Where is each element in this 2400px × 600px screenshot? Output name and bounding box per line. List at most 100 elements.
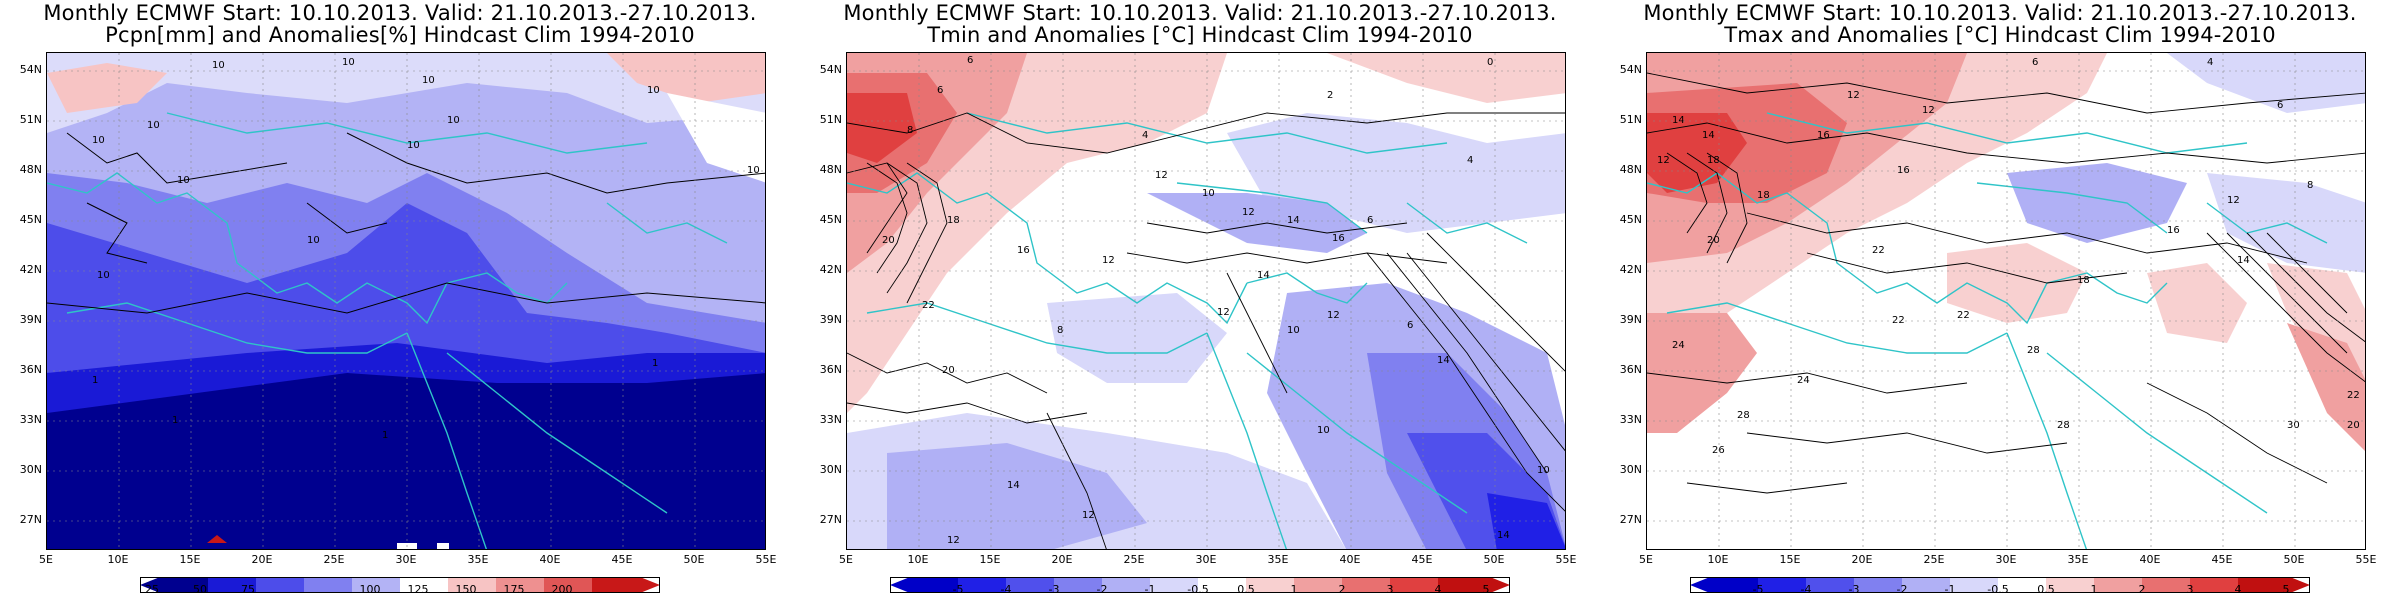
longitude-label: 25E	[1123, 553, 1145, 566]
contour-label: 4	[2207, 57, 2213, 68]
latitude-label: 51N	[19, 113, 42, 126]
contour-label: 1	[172, 415, 178, 426]
contour-label: 10	[422, 75, 435, 86]
contour-label: 10	[1537, 465, 1550, 476]
panel-title-line2: Tmax and Anomalies [°C] Hindcast Clim 19…	[1724, 23, 2276, 47]
longitude-label: 5E	[39, 553, 53, 566]
contour-label: 14	[1007, 480, 1020, 491]
contour-label: 0	[1487, 57, 1493, 68]
latitude-label: 42N	[819, 263, 842, 276]
contour-label: 6	[1407, 320, 1413, 331]
contour-label: 28	[2057, 420, 2070, 431]
latitude-label: 36N	[19, 363, 42, 376]
longitude-label: 45E	[611, 553, 633, 566]
panel-title-line1: Monthly ECMWF Start: 10.10.2013. Valid: …	[843, 1, 1557, 25]
colorbar-label: 5	[2282, 583, 2290, 596]
contour-label: 14	[1257, 270, 1270, 281]
contour-label: 30	[2287, 420, 2300, 431]
longitude-label: 55E	[755, 553, 777, 566]
tmax-colorbar	[1690, 577, 2310, 593]
longitude-label: 20E	[1851, 553, 1873, 566]
colorbar-label: -2	[1896, 583, 1908, 596]
longitude-label: 15E	[179, 553, 201, 566]
longitude-label: 10E	[107, 553, 129, 566]
contour-label: 14	[1437, 355, 1450, 366]
tmin-colorbar	[890, 577, 1510, 593]
longitude-label: 40E	[1339, 553, 1361, 566]
latitude-label: 51N	[1619, 113, 1642, 126]
colorbar-label: 0.5	[2037, 583, 2055, 596]
colorbar-label: -3	[1848, 583, 1860, 596]
longitude-label: 30E	[395, 553, 417, 566]
longitude-label: 50E	[1483, 553, 1505, 566]
contour-label: 26	[1712, 445, 1725, 456]
latitude-label: 33N	[1619, 413, 1642, 426]
colorbar-label: -4	[1000, 583, 1012, 596]
latitude-label: 45N	[1619, 213, 1642, 226]
latitude-label: 54N	[819, 63, 842, 76]
colorbar-label: 150	[455, 583, 477, 596]
longitude-label: 35E	[2067, 553, 2089, 566]
longitude-label: 15E	[1779, 553, 1801, 566]
longitude-label: 10E	[1707, 553, 1729, 566]
colorbar-label: -5	[1752, 583, 1764, 596]
contour-label: 10	[212, 60, 225, 71]
panel-tmax: Monthly ECMWF Start: 10.10.2013. Valid: …	[1600, 0, 2400, 600]
contour-label: 10	[97, 270, 110, 281]
panel-title-line1: Monthly ECMWF Start: 10.10.2013. Valid: …	[43, 1, 757, 25]
longitude-label: 25E	[1923, 553, 1945, 566]
tmax-field: 6 4 12 12 14 14 16 12 18 16 18 20 22 24 …	[1647, 53, 2365, 549]
longitude-label: 45E	[2211, 553, 2233, 566]
colorbar-label: -3	[1048, 583, 1060, 596]
latitude-label: 36N	[819, 363, 842, 376]
contour-label: 24	[1797, 375, 1810, 386]
contour-label: 18	[1757, 190, 1770, 201]
contour-label: 20	[882, 235, 895, 246]
contour-label: 10	[407, 140, 420, 151]
tmax-map: 6 4 12 12 14 14 16 12 18 16 18 20 22 24 …	[1646, 52, 2366, 550]
longitude-label: 40E	[539, 553, 561, 566]
colorbar-label: -2	[1096, 583, 1108, 596]
colorbar-label: -1	[1944, 583, 1956, 596]
contour-label: 18	[947, 215, 960, 226]
colorbar-label: -0.5	[1987, 583, 2009, 596]
longitude-label: 50E	[683, 553, 705, 566]
longitude-label: 5E	[839, 553, 853, 566]
contour-label: 12	[1082, 510, 1095, 521]
latitude-label: 51N	[819, 113, 842, 126]
contour-label: 10	[92, 135, 105, 146]
longitude-label: 50E	[2283, 553, 2305, 566]
latitude-label: 33N	[819, 413, 842, 426]
longitude-label: 20E	[251, 553, 273, 566]
latitude-label: 45N	[819, 213, 842, 226]
colorbar-label: 4	[2234, 583, 2242, 596]
colorbar-label: 5	[1482, 583, 1490, 596]
colorbar-label: -5	[952, 583, 964, 596]
precipitation-colorbar	[140, 577, 660, 593]
latitude-label: 27N	[819, 513, 842, 526]
latitude-label: 27N	[19, 513, 42, 526]
longitude-label: 55E	[2355, 553, 2377, 566]
contour-label: 6	[937, 85, 943, 96]
contour-label: 10	[307, 235, 320, 246]
contour-label: 12	[1155, 170, 1168, 181]
panel-tmin: Monthly ECMWF Start: 10.10.2013. Valid: …	[800, 0, 1600, 600]
longitude-label: 30E	[1195, 553, 1217, 566]
latitude-label: 42N	[1619, 263, 1642, 276]
latitude-label: 30N	[819, 463, 842, 476]
panel-title-line1: Monthly ECMWF Start: 10.10.2013. Valid: …	[1643, 1, 2357, 25]
longitude-label: 55E	[1555, 553, 1577, 566]
contour-label: 10	[1202, 188, 1215, 199]
contour-label: 6	[1367, 215, 1373, 226]
longitude-label: 20E	[1051, 553, 1073, 566]
colorbar-label: 200	[551, 583, 573, 596]
contour-label: 10	[342, 57, 355, 68]
colorbar-label: -4	[1800, 583, 1812, 596]
contour-label: 28	[1737, 410, 1750, 421]
contour-label: 1	[652, 358, 658, 369]
colorbar-label: 3	[2186, 583, 2194, 596]
latitude-label: 36N	[1619, 363, 1642, 376]
contour-label: 24	[1672, 340, 1685, 351]
contour-label: 22	[1872, 245, 1885, 256]
contour-label: 8	[1057, 325, 1063, 336]
